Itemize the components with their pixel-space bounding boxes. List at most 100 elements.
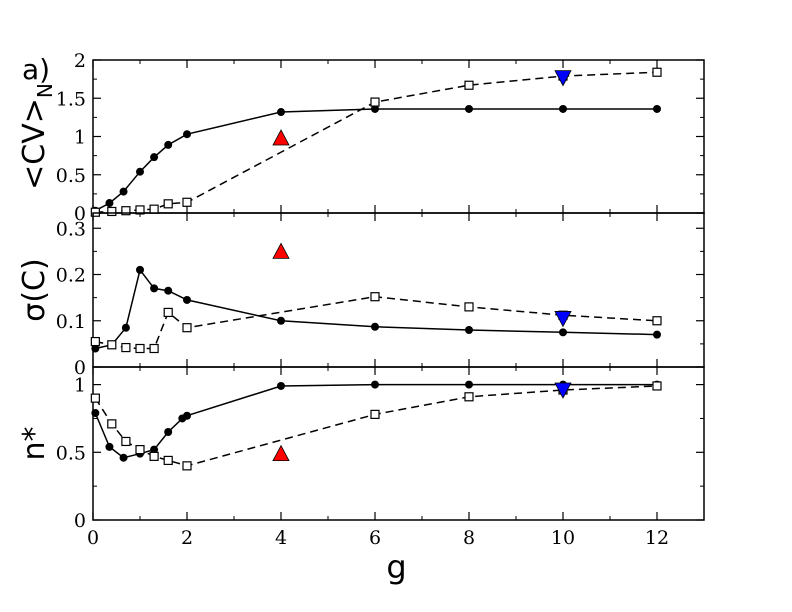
- data-point-square: [135, 444, 145, 455]
- data-point-circle: [164, 427, 173, 436]
- data-point-circle: [119, 187, 128, 196]
- data-point-square: [163, 455, 173, 466]
- data-point-circle: [121, 323, 130, 332]
- data-point-square: [90, 336, 100, 347]
- marker-triangle-up: [272, 242, 290, 259]
- data-point-square: [464, 80, 474, 90]
- x-tick-label: 0: [87, 527, 99, 549]
- y-tick-label: 1: [74, 127, 86, 149]
- data-point-circle: [150, 445, 159, 454]
- data-point-square: [149, 204, 159, 214]
- y-axis-title: σ(C): [17, 258, 52, 321]
- data-point-circle: [119, 453, 128, 462]
- data-point-circle: [371, 104, 379, 113]
- x-tick-label: 6: [369, 527, 381, 549]
- y-tick-label: 0.5: [56, 165, 86, 187]
- data-point-circle: [277, 108, 285, 117]
- data-point-circle: [105, 199, 114, 208]
- data-point-circle: [164, 286, 173, 295]
- data-point-circle: [150, 153, 159, 162]
- data-point-square: [163, 199, 173, 209]
- panel-1: 0 0.5 1 1.5 2 <CV>N: [17, 50, 705, 225]
- data-point-circle: [371, 322, 379, 331]
- series-line-2: [95, 295, 658, 350]
- data-point-circle: [183, 295, 191, 304]
- data-point-circle: [653, 104, 661, 113]
- data-point-square: [90, 393, 100, 403]
- x-tick-label: 8: [463, 527, 475, 549]
- y-tick-label: 0.1: [56, 311, 86, 333]
- data-point-square: [163, 307, 173, 318]
- x-tick-label: 12: [645, 527, 669, 549]
- data-point-square: [464, 392, 474, 402]
- x-tick-label: 2: [181, 527, 193, 549]
- series-line-2: [95, 71, 658, 213]
- data-point-square: [370, 292, 380, 302]
- data-point-square: [107, 206, 117, 217]
- data-point-square: [121, 206, 131, 216]
- data-point-square: [370, 97, 380, 107]
- y-tick-label: 0: [74, 203, 86, 225]
- y-axis-title: n*: [17, 426, 52, 460]
- panel-2: 0 0.1 0.2 0.3σ(C): [17, 212, 705, 379]
- marker-triangle-down: [554, 311, 572, 328]
- y-tick-label: 0.5: [56, 442, 86, 464]
- panel-3: 00.510 2 4 6 8 10 12n*: [17, 366, 705, 549]
- data-point-square: [182, 461, 192, 471]
- data-point-circle: [183, 130, 191, 139]
- data-point-circle: [164, 140, 173, 149]
- data-point-square: [182, 323, 192, 333]
- x-axis-title: g: [386, 548, 406, 586]
- data-point-square: [370, 409, 380, 419]
- y-tick-label: 2: [74, 50, 86, 72]
- data-point-square: [149, 451, 159, 461]
- marker-triangle-up: [272, 444, 290, 462]
- x-tick-label: 10: [551, 527, 575, 549]
- data-point-circle: [559, 104, 567, 113]
- y-tick-label: 0: [74, 510, 86, 532]
- data-point-circle: [465, 104, 473, 113]
- data-point-circle: [91, 409, 100, 418]
- data-point-circle: [105, 442, 114, 451]
- data-point-circle: [136, 167, 144, 176]
- x-tick-label: 4: [275, 527, 287, 549]
- series-line-2: [94, 385, 658, 467]
- y-axis-title-subscript: N: [33, 83, 57, 98]
- y-tick-label: 1.5: [56, 88, 86, 110]
- y-tick-label: 1: [74, 375, 86, 397]
- data-point-circle: [277, 316, 285, 325]
- marker-triangle-down: [554, 70, 572, 87]
- panels: 00.511.52<CV>N00.10.20.3σ(C)00.510 2 4 6 8 10…: [17, 50, 705, 549]
- data-point-circle: [277, 381, 285, 390]
- data-point-square: [652, 316, 662, 326]
- marker-triangle-up: [272, 129, 290, 146]
- data-point-circle: [465, 380, 473, 389]
- data-point-square: [652, 381, 662, 391]
- data-point-square: [107, 419, 117, 429]
- marker-triangle-down: [554, 382, 572, 399]
- data-point-square: [121, 342, 131, 353]
- data-point-square: [107, 340, 117, 350]
- data-point-square: [90, 207, 100, 217]
- data-point-square: [149, 343, 159, 354]
- y-tick-label: 0.2: [56, 265, 86, 287]
- data-point-circle: [150, 284, 159, 293]
- data-point-circle: [371, 380, 379, 389]
- data-point-square: [135, 343, 145, 354]
- data-point-square: [121, 436, 131, 447]
- plot-frame: [92, 366, 705, 521]
- data-point-square: [182, 197, 192, 207]
- y-axis-title: <CV>N: [17, 83, 57, 190]
- data-point-circle: [465, 326, 473, 335]
- data-point-circle: [91, 344, 100, 353]
- data-point-square: [652, 67, 662, 77]
- data-point-circle: [559, 328, 567, 337]
- panel-label: a): [22, 53, 50, 86]
- y-tick-label: 0.3: [56, 218, 86, 240]
- data-point-circle: [136, 265, 144, 274]
- series-line-1: [94, 108, 657, 212]
- data-point-circle: [183, 411, 191, 420]
- data-point-square: [464, 302, 474, 312]
- data-point-circle: [653, 330, 661, 339]
